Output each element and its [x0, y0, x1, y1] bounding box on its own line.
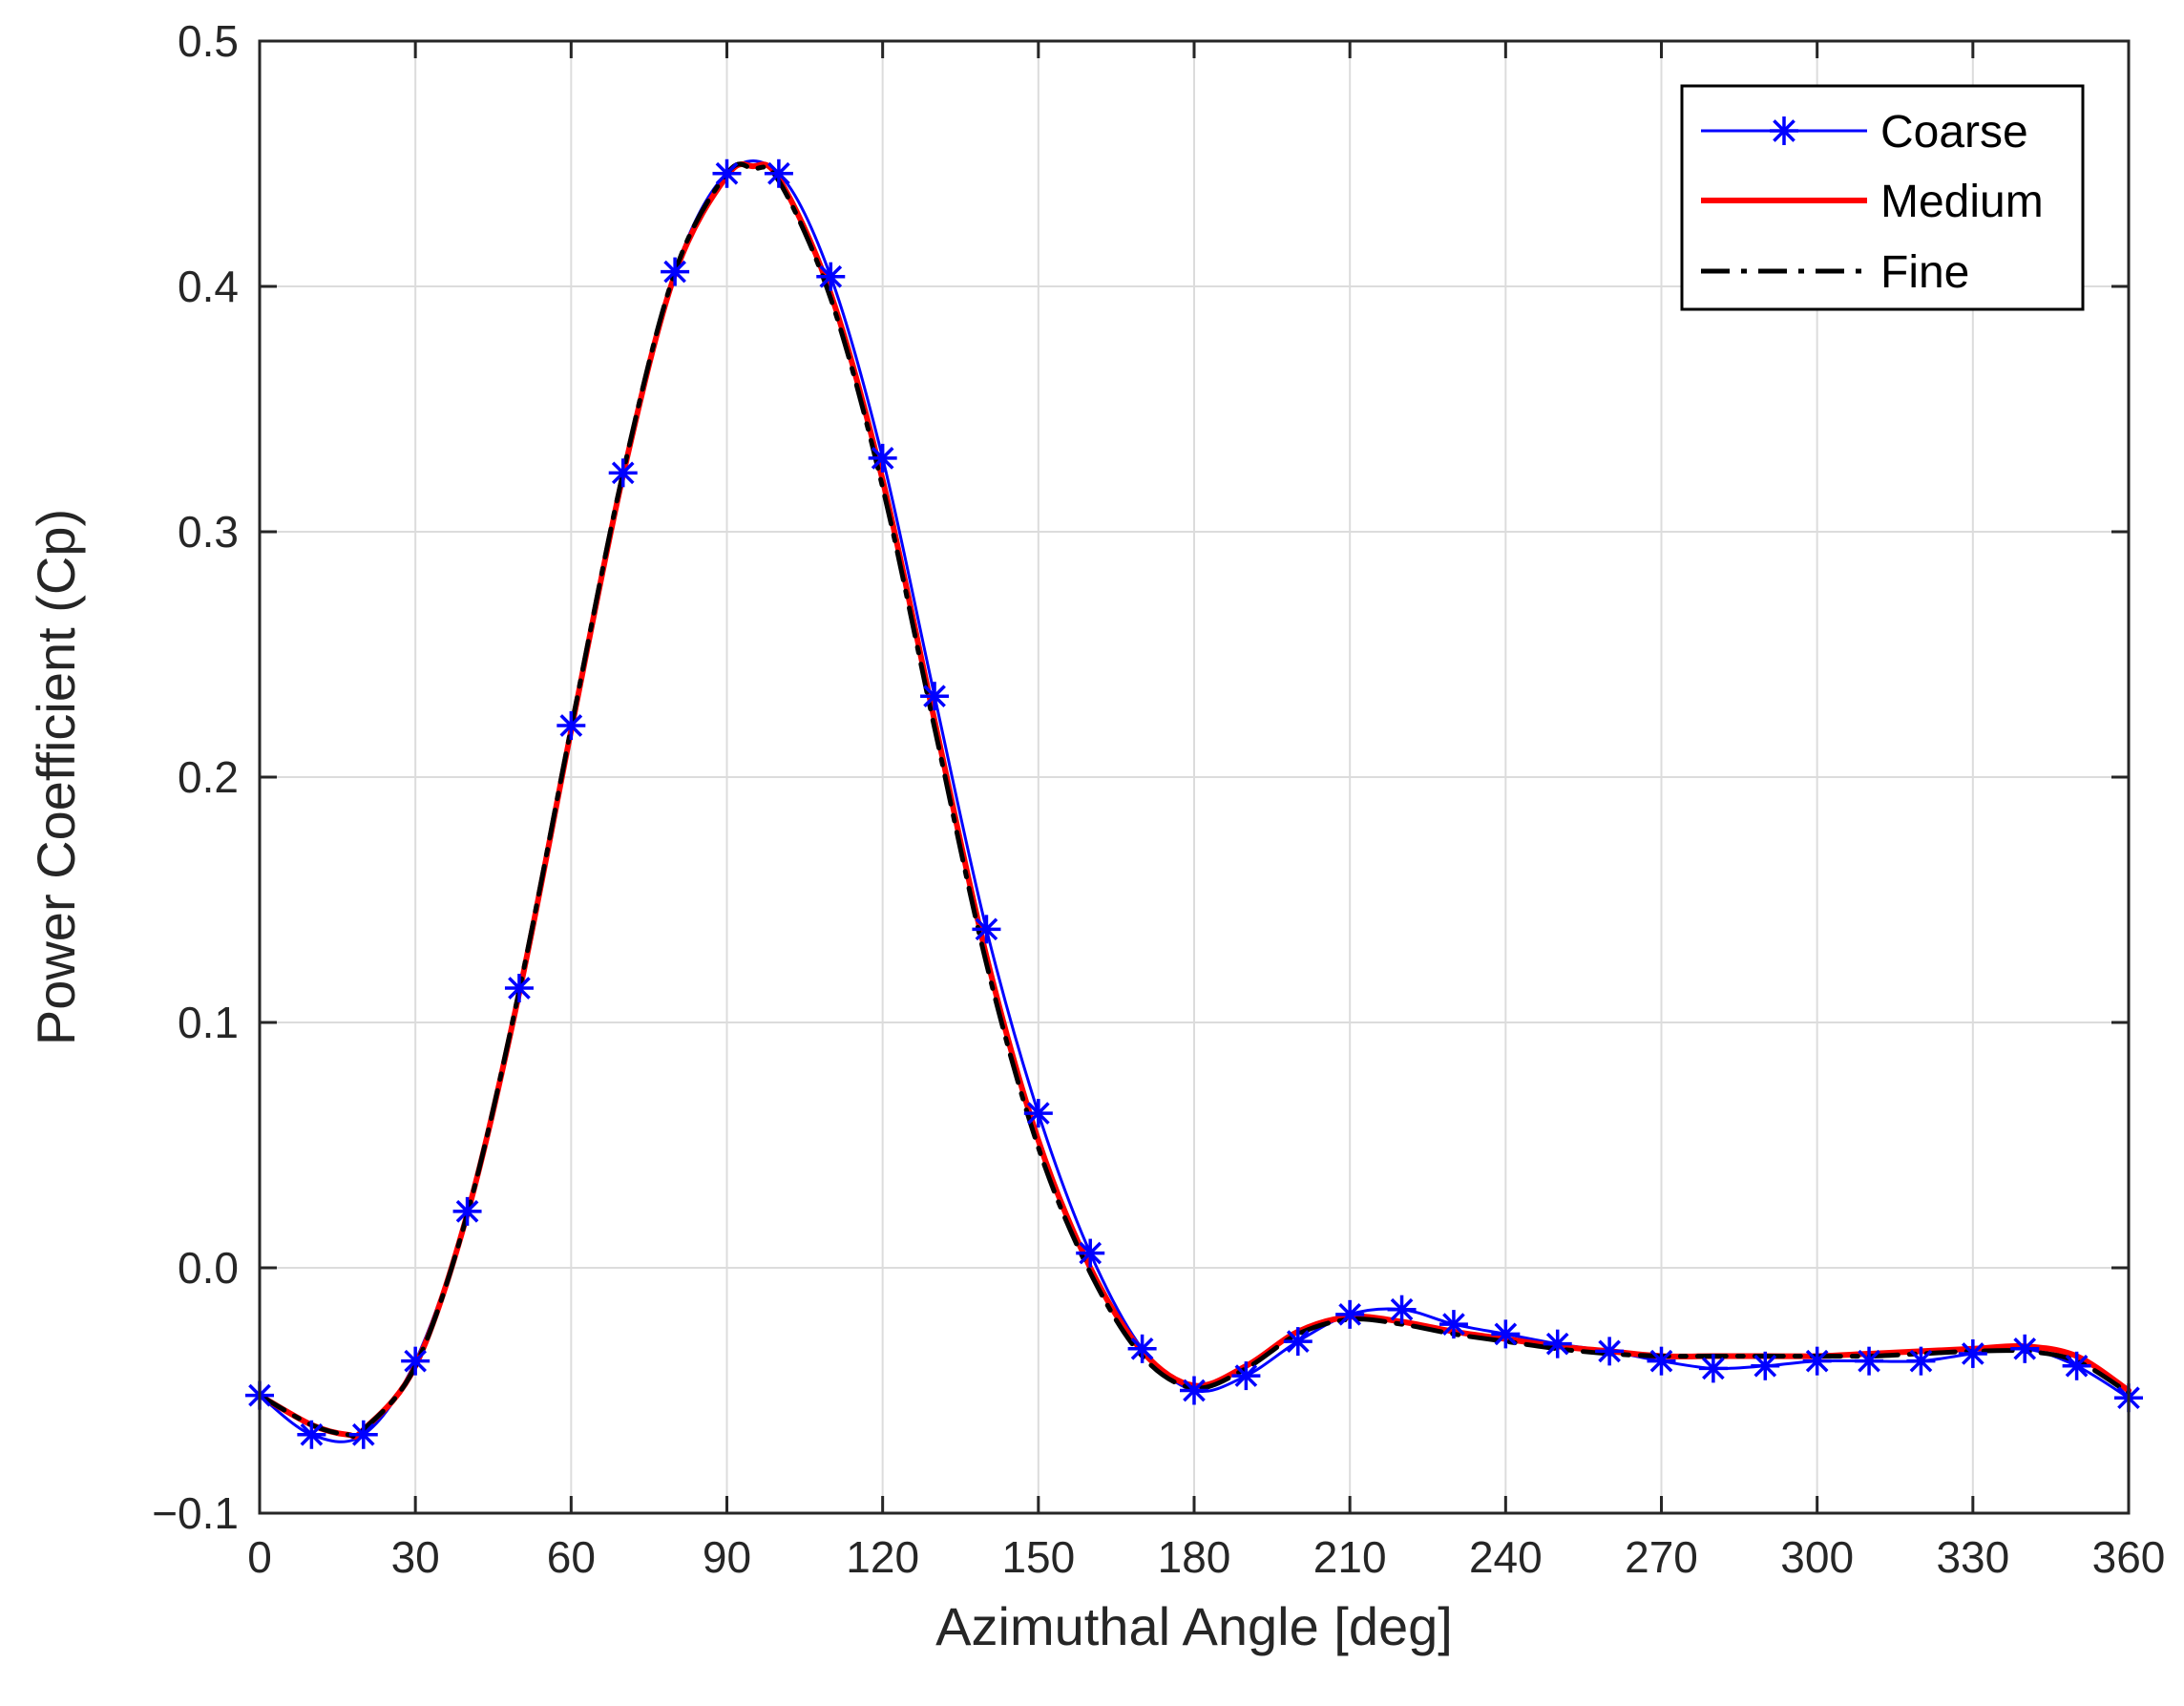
- y-tick-label: 0.1: [178, 998, 239, 1047]
- legend-label-medium: Medium: [1880, 177, 2044, 227]
- legend-marker-coarse: [1770, 116, 1798, 145]
- data-point-coarse: [972, 915, 1001, 944]
- x-tick-label: 90: [703, 1532, 751, 1582]
- data-point-coarse: [1698, 1354, 1728, 1383]
- data-point-coarse: [401, 1346, 430, 1376]
- tick-labels: 0 30 60 90 120 150 180 210 240 270 300 330 360 −0.1 0.…: [152, 16, 2165, 1582]
- x-tick-label: 240: [1469, 1532, 1543, 1582]
- data-point-coarse: [2010, 1334, 2040, 1363]
- y-tick-label: 0.4: [178, 262, 239, 311]
- data-point-coarse: [1387, 1295, 1417, 1324]
- data-point-coarse: [1180, 1376, 1208, 1405]
- data-point-coarse: [1231, 1361, 1261, 1391]
- x-axis-label: Azimuthal Angle [deg]: [935, 1596, 1453, 1656]
- x-tick-label: 30: [391, 1532, 440, 1582]
- data-point-coarse: [297, 1420, 326, 1449]
- y-tick-label: 0.0: [178, 1243, 239, 1293]
- legend-label-fine: Fine: [1880, 247, 1969, 298]
- data-point-coarse: [1023, 1099, 1053, 1128]
- data-point-coarse: [1906, 1346, 1936, 1376]
- data-point-coarse: [1543, 1329, 1572, 1358]
- data-point-coarse: [556, 711, 586, 741]
- data-point-coarse: [1958, 1338, 1987, 1368]
- data-point-coarse: [816, 262, 846, 291]
- x-tick-label: 360: [2092, 1532, 2166, 1582]
- x-tick-label: 180: [1158, 1532, 1231, 1582]
- legend: Coarse Medium Fine: [1680, 84, 2085, 311]
- series-line-fine: [257, 161, 2132, 1440]
- y-tick-label: 0.2: [178, 752, 239, 802]
- x-tick-label: 150: [1001, 1532, 1075, 1582]
- data-point-coarse: [764, 158, 793, 188]
- data-point-coarse: [1855, 1346, 1884, 1376]
- data-point-coarse: [1076, 1238, 1105, 1268]
- x-tick-label: 300: [1780, 1532, 1854, 1582]
- data-point-coarse: [1751, 1351, 1780, 1380]
- data-point-coarse: [1438, 1310, 1468, 1339]
- data-point-coarse: [1595, 1337, 1625, 1366]
- data-point-coarse: [1647, 1346, 1676, 1376]
- data-point-coarse: [348, 1420, 378, 1449]
- legend-label-coarse: Coarse: [1880, 107, 2028, 158]
- data-point-coarse: [920, 682, 950, 711]
- data-point-coarse: [661, 257, 690, 286]
- data-point-coarse: [1283, 1327, 1312, 1357]
- x-tick-label: 60: [547, 1532, 596, 1582]
- data-point-coarse: [712, 158, 742, 188]
- x-tick-label: 330: [1936, 1532, 2009, 1582]
- data-point-coarse: [608, 458, 638, 488]
- y-axis-label: Power Coefficient (Cp): [26, 509, 86, 1045]
- data-point-coarse: [452, 1196, 482, 1226]
- series-layer: [245, 158, 2143, 1449]
- data-point-coarse: [504, 974, 534, 1003]
- x-tick-label: 270: [1625, 1532, 1698, 1582]
- ticks: [258, 39, 2131, 1515]
- x-tick-label: 0: [247, 1532, 272, 1582]
- y-tick-label: −0.1: [152, 1488, 239, 1538]
- data-point-coarse: [1335, 1299, 1365, 1329]
- data-point-coarse: [2062, 1351, 2091, 1380]
- data-point-coarse: [1802, 1346, 1832, 1376]
- data-point-coarse: [1127, 1334, 1157, 1363]
- y-tick-label: 0.5: [178, 16, 239, 66]
- data-point-coarse: [868, 443, 897, 473]
- x-tick-label: 120: [846, 1532, 919, 1582]
- data-point-coarse: [1491, 1319, 1521, 1349]
- x-tick-label: 210: [1313, 1532, 1387, 1582]
- y-tick-label: 0.3: [178, 507, 239, 557]
